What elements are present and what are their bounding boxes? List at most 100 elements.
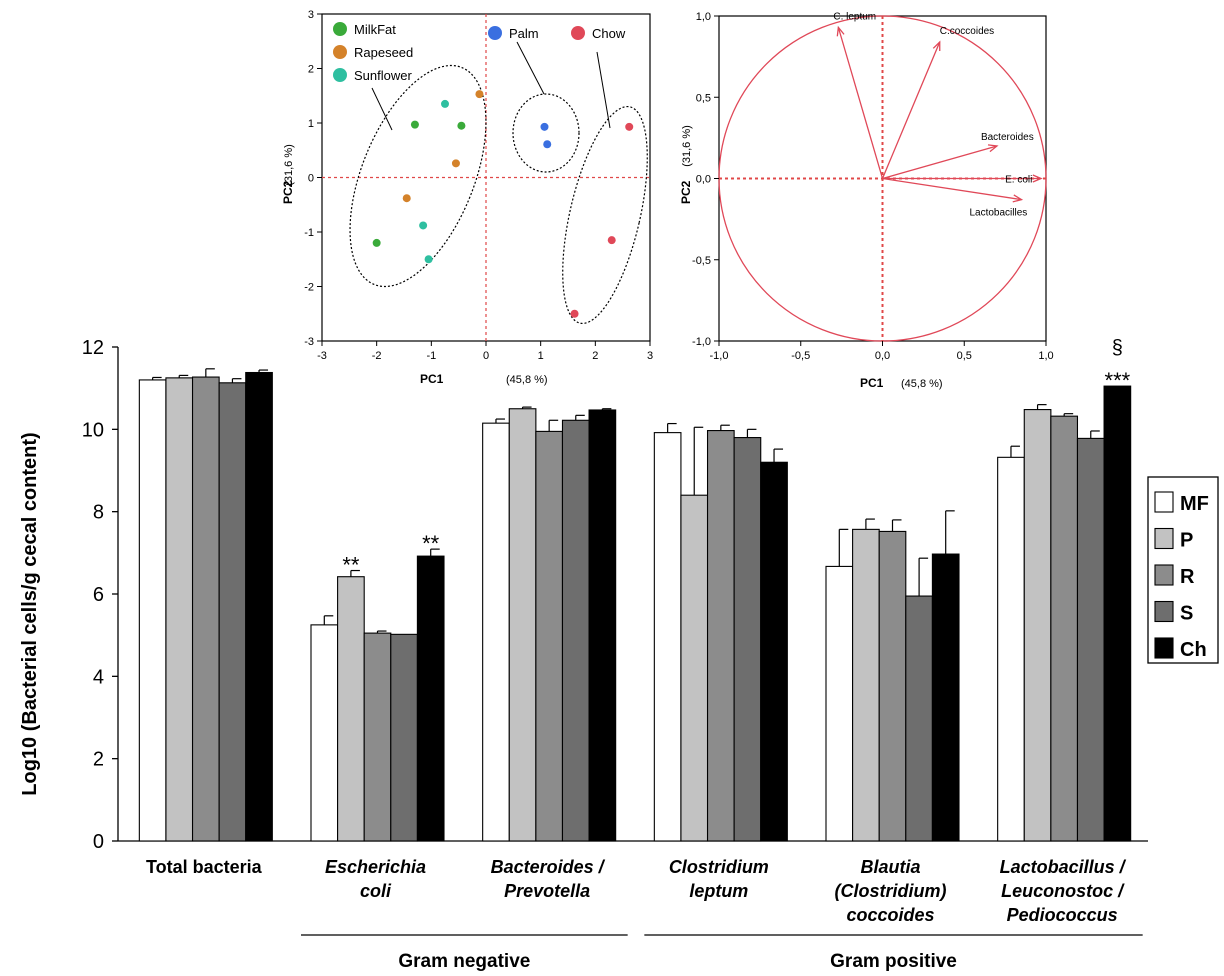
significance-marker: §	[1112, 337, 1123, 359]
bar-legend: MF PRS Ch	[1147, 476, 1219, 664]
legend-leader-line	[516, 41, 545, 95]
bar-r	[1050, 415, 1079, 842]
scatter-point-rapeseed	[451, 159, 460, 168]
scores-y-tick-label: 0	[308, 173, 314, 185]
bar-ch	[931, 553, 960, 842]
scatter-point-milkfat	[372, 238, 381, 247]
legend-swatch-ch	[1154, 637, 1174, 659]
significance-marker: **	[342, 553, 360, 578]
bar-s	[218, 382, 247, 842]
scores-y-label-pct: (31,6 %)	[283, 144, 295, 186]
bar-r	[535, 430, 564, 842]
cluster-ellipse-fats	[349, 64, 487, 288]
scatter-point-rapeseed	[402, 194, 411, 203]
legend-marker-chow	[571, 26, 585, 40]
bar-r	[191, 376, 220, 842]
scatter-point-chow	[570, 309, 579, 318]
scatter-point-palm	[543, 140, 552, 149]
bar-y-tick-label: 6	[93, 584, 104, 606]
bar-p	[165, 377, 194, 842]
legend-marker-rapeseed	[333, 45, 347, 59]
bar-ch	[588, 409, 617, 842]
legend-label-s: S	[1180, 603, 1193, 625]
scatter-point-milkfat	[457, 121, 466, 130]
bar-r	[706, 430, 735, 842]
bar-mf	[482, 422, 510, 842]
bar-s	[1076, 437, 1105, 842]
bar-mf	[653, 432, 682, 842]
category-label: Bacteroides /	[491, 857, 606, 877]
bar-mf	[138, 379, 167, 842]
category-label: Lactobacillus /	[1000, 857, 1127, 877]
loading-vector-label: C. leptum	[833, 11, 876, 22]
loading-vector-label: E. coli	[1005, 175, 1032, 186]
bar-ch	[760, 461, 788, 842]
legend-label-milkfat: MilkFat	[354, 22, 396, 37]
legend-label-p: P	[1180, 530, 1193, 552]
scores-x-tick-label: 0	[483, 350, 489, 362]
scores-y-tick-label: 2	[308, 64, 314, 76]
group-label: Gram negative	[398, 951, 530, 972]
bar-y-tick-label: 0	[93, 831, 104, 853]
loading-vector	[837, 27, 884, 179]
loadings-x-tick-label: 0,0	[875, 350, 890, 362]
legend-label-palm: Palm	[509, 26, 539, 41]
bar-ch	[245, 371, 273, 842]
loading-vector-label: C.coccoides	[940, 26, 994, 37]
loading-arrowhead	[987, 144, 999, 153]
bar-mf	[310, 624, 339, 842]
scatter-point-milkfat	[410, 120, 419, 129]
loadings-y-tick-label: -0,5	[692, 255, 711, 267]
loadings-y-label-pct: (31,6 %)	[681, 125, 693, 167]
scores-y-tick-label: -1	[304, 227, 314, 239]
scores-x-tick-label: 1	[538, 350, 544, 362]
scores-y-tick-label: 1	[308, 118, 314, 130]
scores-x-tick-label: 2	[592, 350, 598, 362]
category-label: (Clostridium)	[835, 881, 947, 901]
bar-y-axis-label: Log10 (Bacterial cells/g cecal content)	[19, 432, 41, 795]
legend-swatch-p	[1154, 527, 1174, 550]
bar-p	[508, 408, 537, 842]
category-label: Leuconostoc /	[1001, 881, 1125, 901]
scores-x-tick-label: 3	[647, 350, 653, 362]
loadings-x-tick-label: -1,0	[710, 350, 729, 362]
scores-y-tick-label: -2	[304, 282, 314, 294]
bar-mf	[997, 456, 1025, 842]
bar-s	[390, 633, 418, 842]
cluster-ellipse-chow	[562, 105, 648, 325]
legend-swatch-mf	[1154, 491, 1174, 513]
bar-ch	[1103, 385, 1132, 842]
bar-ch	[416, 555, 445, 842]
scatter-point-rapeseed	[475, 90, 484, 99]
bar-s	[561, 419, 590, 842]
loading-arrowhead	[932, 40, 941, 52]
significance-marker: ***	[1105, 368, 1131, 393]
legend-label-mf: MF	[1180, 493, 1209, 515]
legend-leader-line	[371, 87, 393, 131]
scatter-point-sunflower	[419, 221, 428, 230]
category-label: coccoides	[846, 905, 934, 925]
legend-label-rapeseed: Rapeseed	[354, 45, 413, 60]
loading-arrowhead	[836, 25, 845, 37]
category-label: Total bacteria	[146, 857, 263, 877]
scores-y-label: PC2	[281, 180, 295, 204]
scores-x-label: PC1	[420, 372, 444, 386]
legend-label-chow: Chow	[592, 26, 626, 41]
bar-s	[905, 595, 933, 842]
pca-loadings-panel: -1,0 -0,5 0,0 0,5 1,0 1,0 0,5 0,0 -0,5 -1,0 PC1 (45…	[679, 11, 1054, 390]
loadings-x-tick-label: -0,5	[791, 350, 810, 362]
bar-y-tick-label: 2	[93, 749, 104, 771]
scatter-point-sunflower	[441, 99, 449, 108]
bar-r	[363, 632, 392, 842]
loadings-x-label: PC1	[860, 376, 884, 390]
loadings-y-label: PC2	[679, 180, 693, 204]
bar-p	[852, 528, 880, 842]
bar-p	[1023, 409, 1052, 842]
bar-p	[337, 576, 365, 842]
scatter-point-chow	[625, 122, 634, 131]
scores-y-tick-label: 3	[308, 9, 314, 21]
category-label: Escherichia	[325, 857, 426, 877]
loading-vector	[882, 145, 998, 180]
legend-swatch-s	[1154, 600, 1174, 623]
